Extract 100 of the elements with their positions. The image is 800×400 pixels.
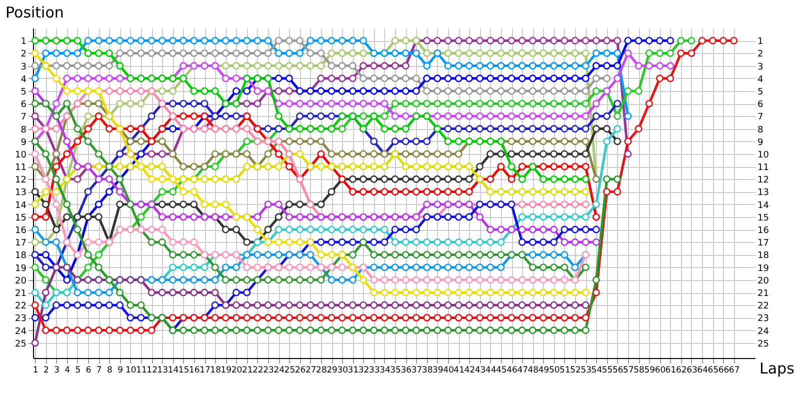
x-tick-label: 54 bbox=[591, 366, 602, 376]
x-tick-label: 40 bbox=[443, 366, 454, 376]
x-tick-label: 1 bbox=[32, 366, 38, 376]
y-tick-label: 16 bbox=[15, 226, 27, 236]
y-tick-label: 25 bbox=[15, 339, 26, 350]
x-tick-label: 9 bbox=[118, 366, 124, 376]
x-tick-label: 59 bbox=[644, 366, 656, 376]
y2-tick-label: 3 bbox=[758, 62, 764, 72]
y-tick-label: 7 bbox=[20, 112, 26, 123]
x-tick-label: 44 bbox=[485, 366, 496, 376]
y-tick-label: 8 bbox=[20, 125, 27, 136]
x-tick-label: 37 bbox=[411, 366, 422, 376]
y-tick-label: 11 bbox=[15, 163, 26, 174]
x-tick-label: 8 bbox=[107, 366, 112, 376]
x-tick-label: 21 bbox=[242, 366, 253, 376]
x-tick-label: 61 bbox=[665, 366, 676, 376]
x-tick-label: 13 bbox=[157, 366, 168, 376]
x-tick-label: 34 bbox=[380, 366, 390, 376]
x-tick-label: 56 bbox=[612, 366, 624, 376]
y-tick-label: 6 bbox=[20, 100, 27, 110]
y2-tick-label: 20 bbox=[758, 276, 770, 286]
y-axis-title: Position bbox=[6, 4, 64, 22]
x-tick-label: 19 bbox=[220, 366, 232, 376]
y-tick-label: 22 bbox=[15, 302, 26, 312]
y-tick-label: 20 bbox=[15, 276, 27, 286]
y-tick-label: 21 bbox=[15, 289, 26, 300]
x-tick-label: 46 bbox=[506, 366, 518, 376]
y2-tick-label: 24 bbox=[758, 326, 770, 337]
y2-tick-label: 23 bbox=[758, 314, 769, 324]
y-tick-label: 24 bbox=[15, 326, 27, 337]
x-tick-label: 30 bbox=[337, 366, 348, 376]
x-tick-label: 47 bbox=[517, 366, 528, 376]
y2-tick-label: 9 bbox=[758, 138, 764, 148]
x-tick-label: 50 bbox=[548, 366, 560, 376]
x-tick-label: 23 bbox=[263, 366, 274, 376]
y2-tick-label: 5 bbox=[758, 87, 764, 98]
y2-tick-label: 22 bbox=[758, 302, 769, 312]
x-tick-label: 4 bbox=[64, 366, 70, 376]
x-tick-label: 14 bbox=[168, 366, 179, 376]
y2-tick-label: 25 bbox=[758, 339, 769, 350]
x-tick-label: 2 bbox=[43, 366, 49, 376]
x-tick-label: 3 bbox=[54, 366, 60, 376]
x-tick-label: 63 bbox=[686, 366, 698, 376]
y2-tick-label: 15 bbox=[758, 213, 769, 224]
y-tick-label: 12 bbox=[15, 176, 26, 186]
x-tick-label: 28 bbox=[316, 366, 327, 376]
x-tick-label: 16 bbox=[189, 366, 200, 376]
x-tick-label: 35 bbox=[390, 366, 401, 376]
x-tick-label: 38 bbox=[422, 366, 433, 376]
y-tick-label: 4 bbox=[20, 74, 27, 85]
x-tick-label: 36 bbox=[400, 366, 412, 376]
x-tick-label: 58 bbox=[634, 366, 644, 376]
x-tick-label: 25 bbox=[284, 366, 296, 376]
y2-tick-label: 18 bbox=[758, 251, 770, 262]
y2-tick-label: 8 bbox=[758, 125, 764, 136]
x-tick-label: 39 bbox=[432, 366, 444, 376]
x-tick-label: 66 bbox=[718, 366, 730, 376]
y2-tick-label: 11 bbox=[758, 163, 769, 174]
x-tick-label: 57 bbox=[623, 366, 634, 376]
x-tick-label: 20 bbox=[231, 366, 242, 376]
y-tick-label: 19 bbox=[15, 264, 27, 274]
x-tick-label: 11 bbox=[136, 366, 147, 376]
x-tick-label: 42 bbox=[464, 366, 476, 376]
y-tick-label: 2 bbox=[20, 50, 26, 60]
x-tick-label: 32 bbox=[358, 366, 370, 376]
y-tick-label: 13 bbox=[15, 188, 26, 198]
y2-tick-label: 17 bbox=[758, 238, 769, 249]
x-tick-label: 24 bbox=[274, 366, 285, 376]
x-tick-label: 10 bbox=[125, 366, 136, 376]
x-tick-label: 41 bbox=[454, 366, 464, 376]
y2-tick-label: 19 bbox=[758, 264, 770, 274]
x-axis-title: Laps bbox=[760, 360, 795, 378]
x-tick-label: 26 bbox=[294, 366, 306, 376]
x-tick-label: 49 bbox=[538, 366, 550, 376]
y2-tick-label: 1 bbox=[758, 37, 764, 48]
y-tick-label: 1 bbox=[20, 37, 26, 48]
y2-tick-label: 4 bbox=[758, 74, 764, 85]
x-tick-label: 12 bbox=[146, 366, 158, 376]
y-tick-label: 5 bbox=[20, 87, 26, 98]
x-tick-label: 51 bbox=[560, 366, 570, 376]
y-tick-label: 9 bbox=[20, 138, 27, 148]
x-tick-label: 48 bbox=[528, 366, 539, 376]
x-tick-label: 6 bbox=[86, 366, 92, 376]
y2-tick-label: 10 bbox=[758, 150, 770, 160]
x-tick-label: 31 bbox=[348, 366, 359, 376]
x-tick-label: 45 bbox=[496, 366, 507, 376]
y2-tick-label: 7 bbox=[758, 112, 764, 123]
x-tick-label: 60 bbox=[654, 366, 666, 376]
x-tick-label: 65 bbox=[708, 366, 719, 376]
x-tick-label: 55 bbox=[602, 366, 613, 376]
x-tick-label: 64 bbox=[697, 366, 708, 376]
y-tick-label: 10 bbox=[15, 150, 27, 160]
x-tick-label: 7 bbox=[96, 366, 102, 376]
x-tick-label: 18 bbox=[210, 366, 221, 376]
x-tick-label: 53 bbox=[580, 366, 592, 376]
y2-tick-label: 16 bbox=[758, 226, 770, 236]
x-tick-label: 15 bbox=[178, 366, 190, 376]
x-tick-label: 67 bbox=[728, 366, 740, 376]
x-tick-label: 52 bbox=[570, 366, 581, 376]
x-tick-label: 27 bbox=[305, 366, 316, 376]
